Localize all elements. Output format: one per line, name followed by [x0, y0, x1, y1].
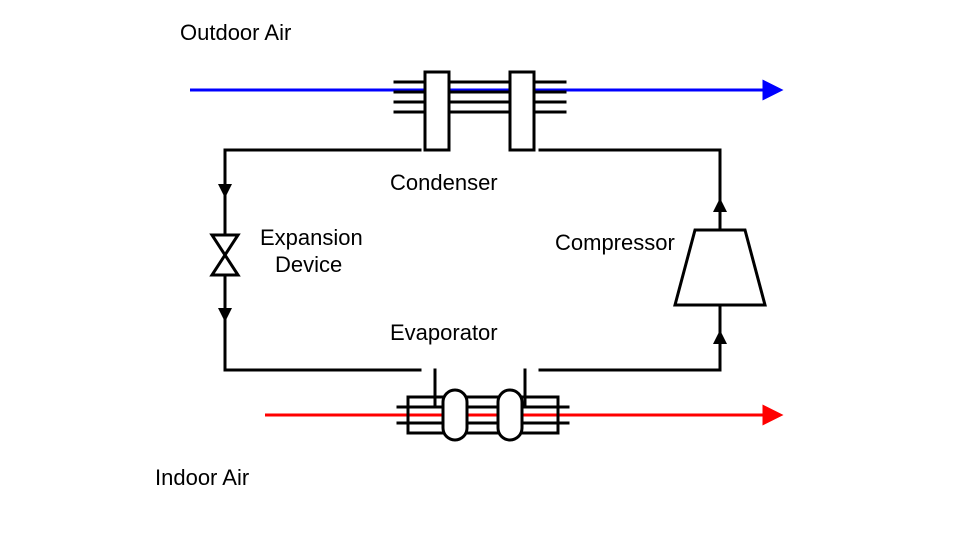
evaporator-bulb-2 — [498, 390, 522, 440]
condenser-block-1 — [510, 72, 534, 150]
evaporator-label: Evaporator — [390, 320, 498, 345]
expansion-valve-icon — [212, 235, 238, 275]
refrigeration-cycle-diagram: Outdoor Air Indoor Air Condenser Evaporator… — [0, 0, 960, 540]
outdoor-air-label: Outdoor Air — [180, 20, 291, 45]
condenser-block-0 — [425, 72, 449, 150]
expansion-label-1: Expansion — [260, 225, 363, 250]
flow-arrow-right-upper — [713, 198, 727, 212]
compressor-label: Compressor — [555, 230, 675, 255]
condenser-label: Condenser — [390, 170, 498, 195]
flow-arrow-left-upper — [218, 184, 232, 198]
indoor-air-label: Indoor Air — [155, 465, 249, 490]
compressor-icon — [675, 230, 765, 305]
evaporator-bulb-1 — [443, 390, 467, 440]
expansion-label-2: Device — [275, 252, 342, 277]
flow-arrow-right-lower — [713, 330, 727, 344]
flow-arrow-left-lower — [218, 308, 232, 322]
